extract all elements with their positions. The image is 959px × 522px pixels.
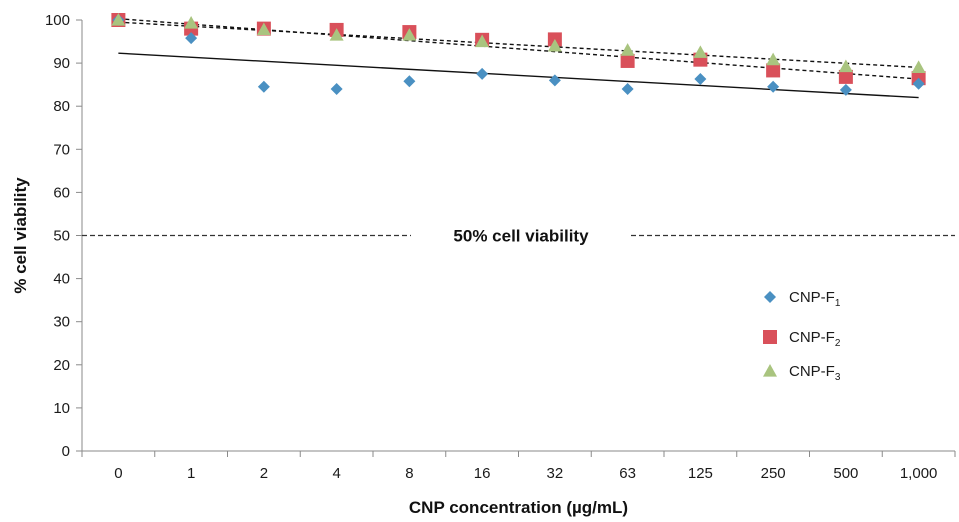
legend-subscript: 3: [835, 372, 841, 383]
data-point-series-1: [185, 32, 198, 45]
data-point-series-1: [767, 80, 780, 93]
data-point-series-3: [693, 45, 708, 58]
data-point-series-2: [766, 63, 781, 78]
trendline-series-2: [118, 18, 919, 80]
legend-label-series-3: CNP-F3: [789, 363, 841, 383]
data-point-series-3: [620, 43, 635, 56]
legend-marker-series-1: [764, 291, 776, 303]
y-tick-label: 90: [53, 55, 70, 72]
y-tick-label: 100: [45, 12, 70, 29]
data-point-series-3: [329, 28, 344, 41]
y-tick-label: 70: [53, 141, 70, 158]
y-tick-label: 20: [53, 357, 70, 374]
data-point-series-3: [184, 16, 199, 29]
trendline-series-1: [118, 52, 919, 99]
x-tick-label: 32: [547, 465, 564, 482]
y-tick-label: 40: [53, 271, 70, 288]
data-point-series-3: [911, 60, 926, 74]
data-point-series-2: [838, 69, 853, 84]
data-markers: [111, 13, 926, 96]
legend-subscript: 2: [835, 338, 841, 349]
data-point-series-1: [694, 73, 707, 86]
data-point-series-1: [476, 67, 489, 80]
data-point-series-3: [838, 59, 853, 73]
data-point-series-2: [620, 53, 635, 68]
legend-label-series-1: CNP-F1: [789, 289, 841, 309]
data-point-series-1: [330, 82, 343, 95]
reference-line-label: 50% cell viability: [453, 227, 589, 246]
y-tick-label: 30: [53, 314, 70, 331]
y-tick-label: 60: [53, 184, 70, 201]
x-tick-label: 16: [474, 465, 491, 482]
trendline-series-3: [118, 21, 919, 69]
y-tick-label: 50: [53, 228, 70, 245]
legend: CNP-F1 CNP-F2 CNP-F3: [763, 289, 841, 383]
legend-marker-series-3: [763, 364, 777, 377]
data-point-series-1: [621, 82, 634, 95]
data-point-series-1: [839, 83, 852, 96]
x-tick-label: 125: [688, 465, 713, 482]
data-point-series-1: [912, 77, 925, 90]
x-tick-label: 4: [332, 465, 340, 482]
x-tick-label: 500: [833, 465, 858, 482]
data-point-series-3: [402, 28, 417, 41]
data-point-series-3: [547, 38, 562, 52]
y-tick-label: 80: [53, 98, 70, 115]
legend-marker-series-2: [763, 330, 777, 344]
data-point-series-1: [257, 80, 270, 93]
data-point-series-1: [548, 74, 561, 87]
x-tick-label: 1: [187, 465, 195, 482]
x-tick-label: 250: [761, 465, 786, 482]
x-tick-label: 63: [619, 465, 636, 482]
x-tick-label: 1,000: [900, 465, 938, 482]
data-point-series-3: [475, 34, 490, 48]
x-tick-label: 8: [405, 465, 413, 482]
data-point-series-3: [256, 22, 271, 36]
y-axis-title: % cell viability: [11, 177, 30, 294]
reference-line-group: 50% cell viability: [82, 227, 955, 246]
y-tick-label: 10: [53, 400, 70, 417]
data-point-series-3: [766, 52, 781, 66]
legend-subscript: 1: [835, 298, 841, 309]
legend-label-series-2: CNP-F2: [789, 329, 841, 349]
x-tick-label: 0: [114, 465, 122, 482]
data-point-series-3: [111, 13, 126, 26]
data-point-series-1: [403, 75, 416, 88]
y-tick-label: 0: [62, 443, 70, 460]
x-tick-label: 2: [260, 465, 268, 482]
trendlines: [118, 18, 919, 99]
x-axis-title: CNP concentration (µg/mL): [409, 498, 628, 517]
